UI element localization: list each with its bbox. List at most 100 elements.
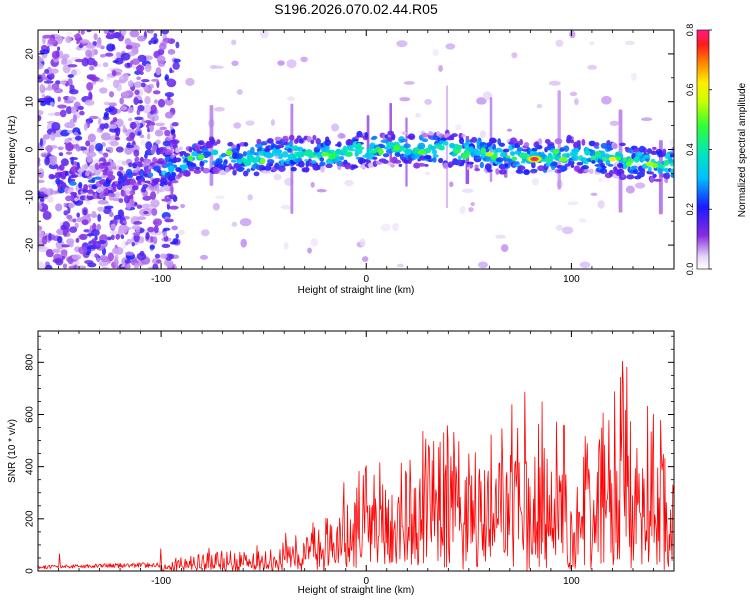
spectrogram-speckle	[65, 31, 73, 36]
spectrogram-signal-blob	[310, 160, 317, 164]
spectrogram-noise-blob	[99, 87, 108, 94]
spectrogram-noise-blob	[44, 156, 51, 166]
spectrogram-noise-blob	[148, 40, 152, 45]
spectrogram-signal-blob	[216, 139, 221, 145]
spectrogram-signal-blob	[312, 134, 317, 141]
spectrogram-signal-blob	[107, 174, 116, 181]
spectrogram-signal-blob	[390, 164, 395, 168]
spectrogram-signal-blob	[131, 184, 139, 191]
spectrogram-signal-blob	[364, 132, 369, 139]
spectrogram-core	[328, 153, 336, 160]
spectrogram-hotspot	[321, 152, 330, 157]
spectrogram-noise-blob	[171, 121, 179, 127]
spectrogram-signal-blob	[310, 139, 315, 145]
spectrogram-noise-blob	[164, 91, 175, 98]
spectrogram-noise-blob	[39, 49, 50, 55]
spectrogram-signal-blob	[531, 161, 536, 169]
spectrogram-noise-blob	[69, 118, 75, 124]
spectrogram-noise-blob	[100, 257, 110, 263]
spectrogram-core	[197, 154, 205, 160]
spectrogram-speckle	[361, 256, 369, 263]
spectrogram-noise-blob	[38, 61, 41, 66]
spectrogram-noise-blob	[87, 262, 97, 268]
spectrogram-noise-blob	[73, 131, 79, 136]
spectrogram-signal-blob	[485, 154, 491, 162]
snr-ticks: -100 0 100 0 200 400 600 800	[25, 331, 675, 587]
spectrogram-signal-blob	[202, 159, 209, 163]
spectrogram-speckle	[47, 195, 54, 203]
spectrogram-noise-blob	[171, 225, 178, 231]
spectrogram-peak	[531, 157, 538, 161]
spectrogram-noise-blob	[71, 106, 77, 114]
spectrogram-xlabel: Height of straight line (km)	[298, 285, 415, 296]
spectrogram-signal-blob	[243, 142, 249, 147]
spectrogram-signal-blob	[74, 197, 79, 202]
spectrogram-speckle	[569, 30, 576, 39]
spectrogram-signal-blob	[516, 147, 524, 152]
spectrogram-speckle	[310, 181, 315, 188]
spectrogram-core	[356, 142, 362, 149]
spectrogram-noise-blob	[164, 76, 168, 80]
spectrogram-signal-blob	[583, 169, 590, 173]
spectrogram-noise-blob	[110, 223, 117, 230]
spectrogram-noise-blob	[118, 198, 124, 203]
spectrogram-noise-blob	[162, 231, 167, 238]
spectrogram-signal-blob	[131, 172, 138, 177]
spectrogram-signal-blob	[589, 149, 597, 157]
spectrogram-signal-blob	[498, 169, 507, 175]
spectrogram-signal-blob	[432, 156, 437, 163]
spectrogram-signal-blob	[237, 166, 244, 173]
spectrogram-signal-blob	[193, 169, 202, 174]
spectrogram-speckle	[562, 226, 574, 235]
spectrogram-noise-blob	[61, 256, 66, 260]
spectrogram-noise-blob	[85, 140, 91, 147]
spectrogram-noise-blob	[175, 41, 180, 49]
spectrogram-noise-blob	[126, 62, 131, 67]
spectrogram-noise-blob	[169, 67, 173, 74]
spectrogram-signal-blob	[121, 160, 127, 166]
spectrogram-noise-blob	[67, 64, 78, 68]
spectrogram-noise-blob	[58, 152, 64, 157]
spectrogram-signal-blob	[572, 154, 580, 161]
spectrogram-noise-blob	[108, 30, 115, 33]
spectrogram-noise-blob	[83, 122, 88, 131]
spectrogram-ytick-label-3: 10	[25, 96, 36, 108]
spectrogram-signal-blob	[190, 162, 197, 167]
spectrogram-signal-blob	[642, 147, 647, 155]
spectrogram-signal-blob	[379, 144, 386, 149]
spectrogram-noise-blob	[89, 66, 95, 71]
spectrogram-signal-blob	[424, 163, 429, 167]
spectrogram-signal-blob	[495, 157, 504, 163]
spectrogram-signal-blob	[466, 161, 475, 165]
spectrogram-noise-blob	[111, 32, 117, 37]
spectrogram-speckle	[200, 254, 208, 260]
spectrogram-signal-blob	[94, 176, 102, 180]
spectrogram-signal-blob	[242, 151, 247, 157]
spectrogram-core	[225, 150, 233, 156]
snr-xlabel: Height of straight line (km)	[298, 585, 415, 596]
snr-xtick-label-2: 100	[563, 576, 580, 587]
spectrogram-signal-blob	[670, 173, 674, 178]
spectrogram-signal-blob	[334, 156, 340, 163]
spectrogram-speckle	[97, 199, 109, 205]
spectrogram-speckle	[300, 56, 308, 63]
spectrogram-noise-blob	[153, 39, 157, 44]
spectrogram-signal-blob	[588, 140, 596, 147]
spectrogram-speckle	[316, 188, 327, 193]
spectrogram-signal-blob	[652, 173, 657, 178]
spectrogram-signal-blob	[600, 142, 608, 149]
spectrogram-signal-blob	[253, 171, 260, 177]
spectrogram-noise-blob	[65, 35, 72, 44]
spectrogram-speckle	[380, 223, 391, 232]
spectrogram-signal-blob	[324, 139, 332, 146]
spectrogram-speckle	[236, 89, 243, 95]
spectrogram-speckle	[91, 80, 97, 85]
spectrogram-noise-blob	[78, 246, 88, 255]
spectrogram-noise-blob	[76, 216, 81, 223]
spectrogram-hotspot	[608, 156, 617, 162]
spectrogram-signal-blob	[382, 160, 389, 164]
spectrogram-signal-blob	[449, 137, 455, 141]
spectrogram-signal-blob	[531, 147, 538, 152]
spectrogram-signal-blob	[167, 181, 172, 187]
spectrogram-signal-blob	[523, 169, 530, 176]
